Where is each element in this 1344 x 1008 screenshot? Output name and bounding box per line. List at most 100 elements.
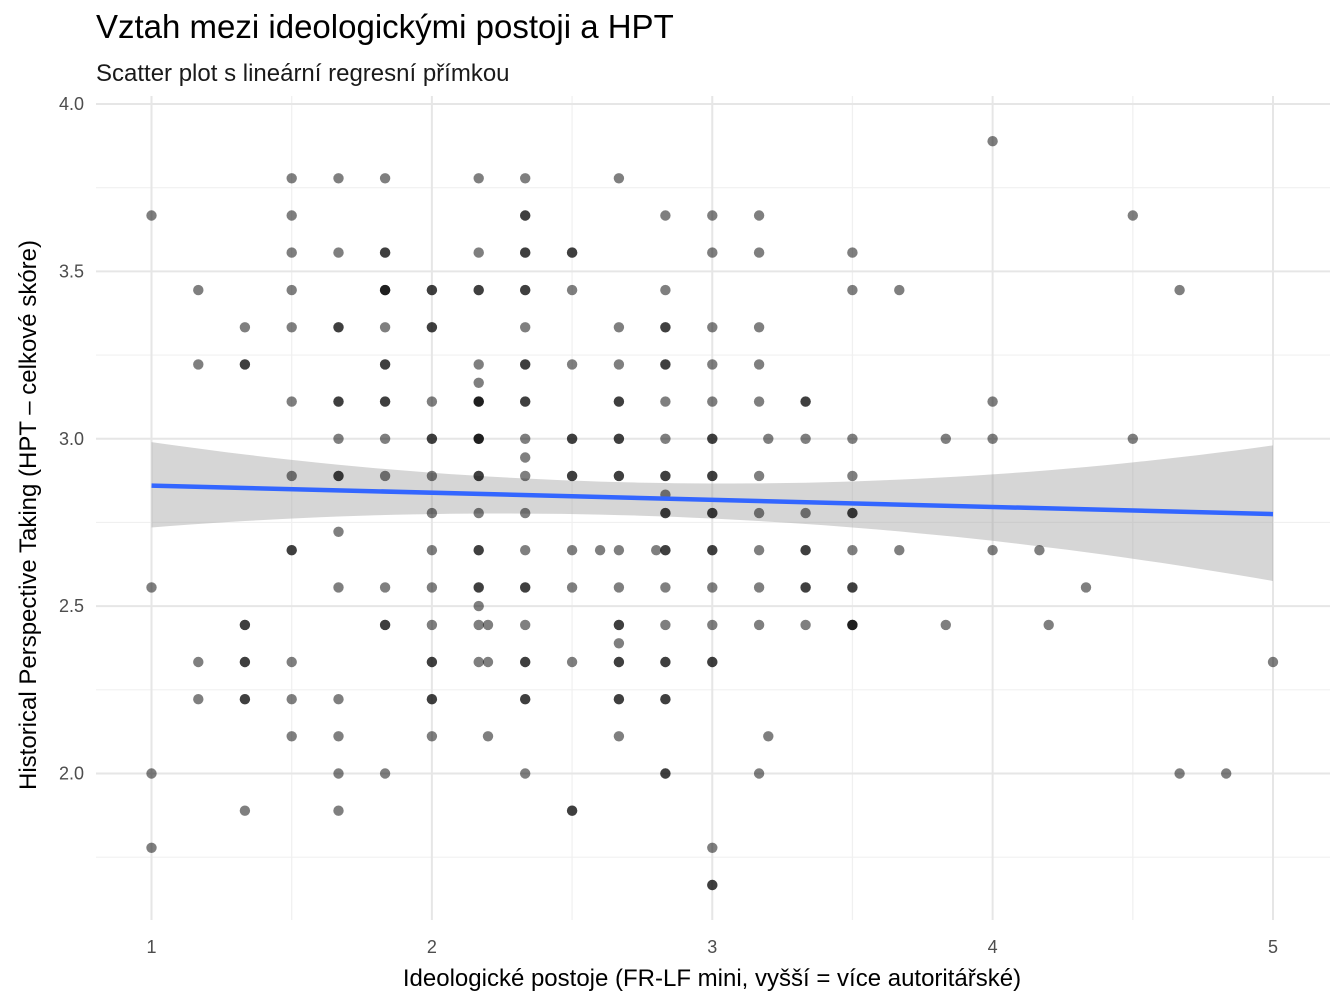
data-point <box>520 619 531 631</box>
data-point <box>660 396 671 407</box>
data-point <box>753 507 765 519</box>
data-point <box>594 545 606 556</box>
data-point <box>473 247 484 258</box>
data-point <box>473 396 484 407</box>
data-point <box>520 656 531 668</box>
data-point <box>379 582 391 593</box>
data-point <box>707 842 718 853</box>
x-tick-label: 4 <box>988 937 998 957</box>
data-point <box>286 470 297 482</box>
data-point <box>333 396 344 407</box>
data-point <box>426 433 438 444</box>
data-point <box>520 173 531 184</box>
regression-line <box>151 483 1274 517</box>
data-point <box>613 173 625 184</box>
data-point <box>707 582 718 593</box>
data-point <box>613 396 625 407</box>
data-point <box>520 470 531 482</box>
data-point <box>660 656 671 668</box>
data-point <box>940 619 951 631</box>
data-point <box>426 545 438 556</box>
data-point <box>333 694 344 705</box>
data-point <box>426 284 438 296</box>
data-point <box>753 210 765 221</box>
data-point <box>566 359 578 370</box>
data-point <box>333 526 344 537</box>
data-point <box>333 470 344 482</box>
data-point <box>651 545 662 556</box>
data-point <box>566 470 578 482</box>
data-point <box>894 284 905 296</box>
data-point <box>613 638 625 649</box>
data-point <box>1174 284 1185 296</box>
data-point <box>613 582 625 593</box>
data-point <box>660 359 671 370</box>
data-point <box>1221 768 1232 779</box>
data-point <box>520 582 531 593</box>
data-point <box>333 731 344 742</box>
data-point <box>193 359 204 370</box>
data-point <box>286 210 297 221</box>
data-point <box>482 656 494 668</box>
data-point <box>520 210 531 221</box>
data-point <box>613 731 625 742</box>
data-point <box>379 359 391 370</box>
data-point <box>520 507 531 519</box>
data-point <box>566 284 578 296</box>
data-point <box>473 582 484 593</box>
data-point <box>333 322 344 333</box>
data-point <box>426 731 438 742</box>
data-point <box>520 545 531 556</box>
data-point <box>426 619 438 631</box>
data-point <box>613 470 625 482</box>
data-point <box>379 247 391 258</box>
data-point <box>660 619 671 631</box>
data-point <box>660 507 671 519</box>
x-axis-title: Ideologické postoje (FR-LF mini, vyšší =… <box>403 965 1021 992</box>
data-point <box>520 768 531 779</box>
data-point <box>987 136 998 147</box>
data-point <box>707 359 718 370</box>
data-point <box>1034 545 1045 556</box>
data-point <box>566 545 578 556</box>
data-point <box>707 470 718 482</box>
data-point <box>1043 619 1054 631</box>
data-point <box>473 359 484 370</box>
data-point <box>707 396 718 407</box>
data-point <box>987 545 998 556</box>
data-point <box>763 433 774 444</box>
data-point <box>566 247 578 258</box>
data-point <box>520 694 531 705</box>
points-layer <box>146 136 1279 891</box>
data-point <box>707 210 718 221</box>
data-point <box>286 173 297 184</box>
data-point <box>146 210 157 221</box>
data-point <box>482 731 494 742</box>
data-point <box>566 656 578 668</box>
regression-line-layer <box>151 483 1274 517</box>
data-point <box>473 600 484 612</box>
data-point <box>753 396 765 407</box>
data-point <box>987 396 998 407</box>
data-point <box>1127 210 1139 221</box>
data-point <box>520 322 531 333</box>
data-point <box>286 247 297 258</box>
y-tick-label: 3.5 <box>59 261 84 281</box>
data-point <box>707 433 718 444</box>
data-point <box>1267 656 1279 668</box>
data-point <box>753 768 765 779</box>
data-point <box>426 507 438 519</box>
data-point <box>707 247 718 258</box>
data-point <box>800 619 811 631</box>
data-point <box>473 173 484 184</box>
y-tick-labels: 2.0 2.5 3.0 3.5 4.0 <box>59 94 84 784</box>
data-point <box>239 322 251 333</box>
data-point <box>193 656 204 668</box>
data-point <box>379 470 391 482</box>
data-point <box>239 656 251 668</box>
data-point <box>847 545 858 556</box>
data-point <box>847 284 858 296</box>
data-point <box>660 694 671 705</box>
data-point <box>239 805 251 816</box>
data-point <box>613 694 625 705</box>
